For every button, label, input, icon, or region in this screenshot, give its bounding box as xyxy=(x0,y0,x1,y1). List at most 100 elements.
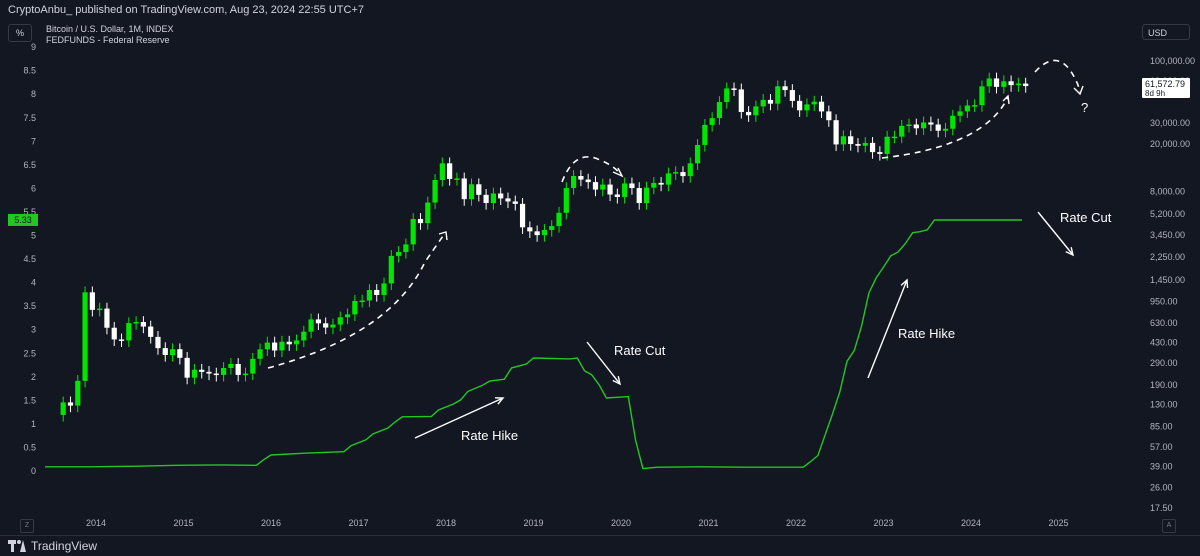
tradingview-logo: TradingView xyxy=(8,539,97,553)
candle-body xyxy=(344,314,351,318)
candle-body xyxy=(199,369,205,372)
candle-body xyxy=(177,349,183,358)
annotation-label: Rate Hike xyxy=(898,326,955,341)
left-tick-label: 7.5 xyxy=(23,113,36,123)
current-price-box xyxy=(1142,78,1190,99)
candle-body xyxy=(403,244,409,253)
chart-svg[interactable]: 0 0.5 1 1.5 2 2.5 3 3.5 4 4.5 5 5.5 6 6.5 7 7.5 8 8.5 9 10… xyxy=(0,20,1200,535)
candle-body xyxy=(622,183,628,197)
left-tick-label: 3 xyxy=(31,325,36,335)
candle-body xyxy=(746,111,752,116)
candle-body xyxy=(964,105,970,112)
candle-body xyxy=(556,212,562,227)
left-tick-label: 5.5 xyxy=(23,207,36,217)
current-price-value: 61,572.79 xyxy=(1145,79,1185,89)
rate-cut-arrow xyxy=(586,341,621,386)
candle-body xyxy=(629,183,635,189)
candle-body xyxy=(498,193,504,199)
candle-body xyxy=(862,142,868,146)
candle-body xyxy=(155,336,161,349)
candle-body xyxy=(133,322,139,324)
candle-body xyxy=(60,402,66,415)
rate-cut-arrow xyxy=(1037,211,1075,257)
candle-body xyxy=(716,102,723,119)
candle-body xyxy=(512,201,518,204)
candle-body xyxy=(242,373,249,376)
candle-body xyxy=(425,202,431,224)
candle-body xyxy=(417,218,424,224)
candle-body xyxy=(184,357,190,378)
dashed-trend-2015-2017 xyxy=(267,231,447,369)
x-tick-label: 2014 xyxy=(86,518,106,528)
candle-body xyxy=(651,182,657,188)
footer: TradingView xyxy=(0,535,1200,556)
left-tick-label: 8.5 xyxy=(23,66,36,76)
candle-body xyxy=(286,341,292,345)
candle-body xyxy=(753,106,759,116)
candle-body xyxy=(636,188,642,204)
candle-body xyxy=(950,115,956,129)
annotation-label: Rate Hike xyxy=(461,428,518,443)
fedfunds-path xyxy=(45,219,1022,470)
candle-body xyxy=(301,331,307,341)
candle-body xyxy=(921,122,927,129)
candle-body xyxy=(454,178,460,180)
chart-area[interactable]: 0 0.5 1 1.5 2 2.5 3 3.5 4 4.5 5 5.5 6 6.5 7 7.5 8 8.5 9 10… xyxy=(0,20,1200,535)
candle-body xyxy=(993,78,1000,87)
candle-body xyxy=(811,101,817,105)
candle-body xyxy=(913,124,919,129)
left-tick-label: 2 xyxy=(31,372,36,382)
rate-hike-arrow xyxy=(414,397,505,439)
candle-body xyxy=(264,342,270,350)
candle-body xyxy=(337,317,343,325)
candle-body xyxy=(359,300,365,303)
arrow-head xyxy=(1002,94,1010,105)
left-corner-button[interactable]: Z xyxy=(20,519,34,533)
candle-body xyxy=(709,118,715,125)
right-tick-label: 100,000.00 xyxy=(1150,56,1195,66)
candle-body xyxy=(928,122,934,125)
candle-body xyxy=(315,319,321,324)
x-tick-label: 2025 xyxy=(1048,518,1068,528)
auto-scale-button[interactable]: A xyxy=(1162,519,1176,533)
candle-body xyxy=(235,364,241,375)
candle-body xyxy=(578,176,584,180)
candle-body xyxy=(519,203,526,228)
candle-body xyxy=(687,163,693,177)
legend-fedfunds: FEDFUNDS - Federal Reserve xyxy=(46,35,170,45)
arrow-shaft xyxy=(1037,211,1074,256)
candle-body xyxy=(162,348,168,356)
candle-body xyxy=(111,327,117,340)
dashed-trend-2023-2024 xyxy=(881,95,1009,159)
x-tick-label: 2017 xyxy=(348,518,368,528)
x-tick-label: 2023 xyxy=(873,518,893,528)
annotation-label: Rate Cut xyxy=(1060,210,1112,225)
candle-body xyxy=(118,339,125,341)
arrow-head xyxy=(612,167,624,178)
candle-body xyxy=(439,163,445,180)
currency-button[interactable]: USD xyxy=(1142,24,1190,40)
candle-body xyxy=(432,179,438,203)
left-axis: 0 0.5 1 1.5 2 2.5 3 3.5 4 4.5 5 5.5 6 6.5 7 7.5 8 8.5 9 xyxy=(23,42,36,476)
candle-body xyxy=(140,322,146,327)
left-tick-label: 7 xyxy=(31,136,36,146)
candle-body xyxy=(1001,81,1007,87)
candle-body xyxy=(738,89,744,112)
candle-body xyxy=(75,380,81,406)
right-tick-label: 57.00 xyxy=(1150,442,1173,452)
candle-body xyxy=(374,289,380,295)
right-tick-label: 20,000.00 xyxy=(1150,139,1190,149)
fedfunds-line xyxy=(45,219,1022,470)
candle-body xyxy=(884,136,890,154)
candle-body xyxy=(643,187,650,204)
candle-body xyxy=(396,252,402,256)
left-tick-label: 1 xyxy=(31,419,36,429)
percent-scale-button[interactable]: % xyxy=(8,24,32,42)
right-tick-label: 17.50 xyxy=(1150,503,1173,513)
x-axis: 2014 2015 2016 2017 2018 2019 2020 2021 2022 2023… xyxy=(86,518,1069,528)
arrow-head xyxy=(494,397,505,405)
candle-body xyxy=(97,308,103,311)
candle-body xyxy=(272,342,278,351)
x-tick-label: 2020 xyxy=(611,518,631,528)
